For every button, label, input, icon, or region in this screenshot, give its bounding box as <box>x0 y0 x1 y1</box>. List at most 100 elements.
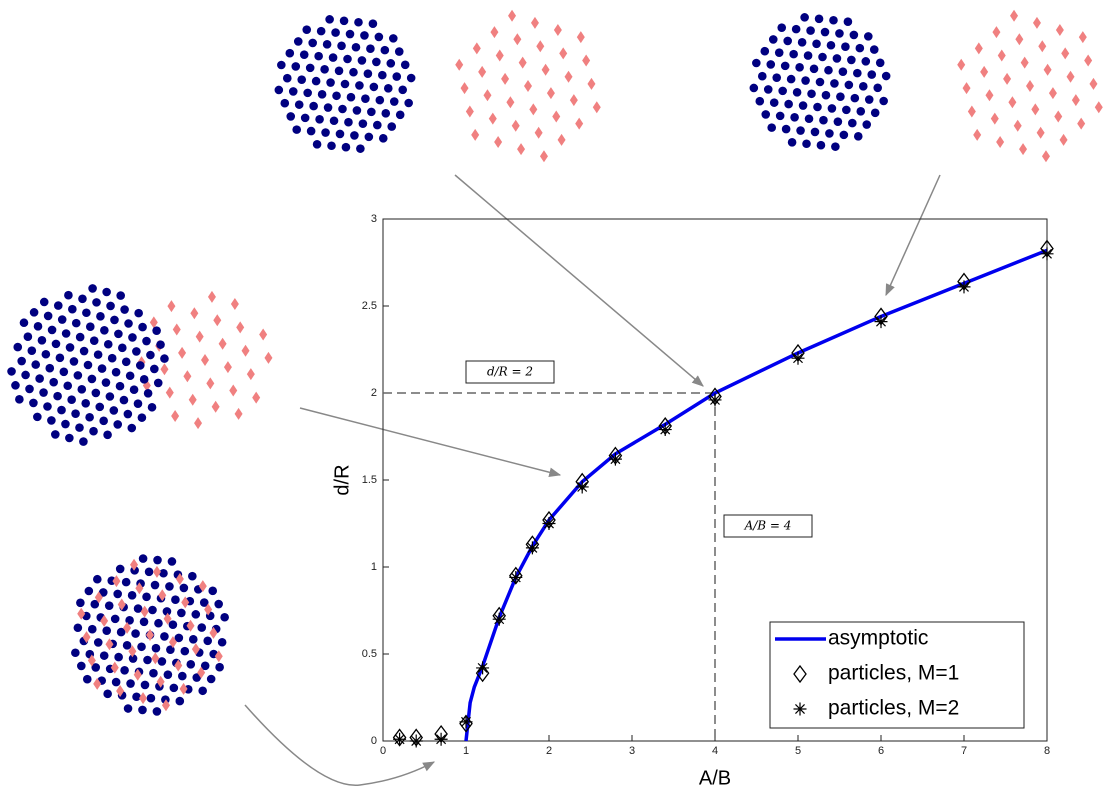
y-tick-label: 2.5 <box>362 300 377 312</box>
particle <box>13 343 22 352</box>
particle <box>65 434 74 443</box>
particle <box>43 402 52 411</box>
marker-asterisk <box>875 315 888 328</box>
particle <box>134 399 143 408</box>
particle <box>407 74 416 83</box>
particle <box>1060 134 1068 146</box>
particle <box>793 88 802 97</box>
particle <box>116 382 125 391</box>
particle <box>1015 33 1023 45</box>
page: A/B d/R 01234567800.511.522.53d/R = 2A/B… <box>0 0 1119 796</box>
particle <box>496 50 504 62</box>
particle <box>58 315 67 324</box>
particle <box>165 582 174 591</box>
particle <box>208 291 216 303</box>
particle <box>100 326 109 335</box>
particle <box>506 96 514 108</box>
particle <box>61 420 70 429</box>
particle <box>94 638 103 647</box>
particle <box>124 704 133 713</box>
particle <box>315 115 324 124</box>
particle <box>1067 71 1075 83</box>
marker-asterisk <box>659 423 672 436</box>
particle <box>512 120 520 132</box>
particle <box>307 127 316 136</box>
particle <box>344 118 353 127</box>
particle <box>816 78 825 87</box>
particle <box>824 66 833 75</box>
particle <box>112 678 121 687</box>
particle <box>138 706 147 715</box>
particle <box>346 30 355 39</box>
particle <box>110 316 119 325</box>
legend-label: particles, M=1 <box>828 662 959 685</box>
particle <box>78 294 87 303</box>
particle <box>817 141 826 150</box>
particle <box>366 44 375 53</box>
particle <box>178 672 187 681</box>
particle <box>317 27 326 36</box>
particle <box>62 329 71 338</box>
particle <box>47 416 56 425</box>
particle <box>297 75 306 84</box>
particle <box>864 32 873 41</box>
particle <box>867 70 876 79</box>
particle <box>235 408 243 420</box>
particle <box>985 89 993 101</box>
particle <box>105 601 114 610</box>
particle <box>71 648 80 657</box>
particle <box>364 69 373 78</box>
particle <box>151 581 160 590</box>
particle <box>750 84 759 93</box>
particle <box>214 600 223 609</box>
particle <box>1008 96 1016 108</box>
particle <box>792 25 801 34</box>
particle <box>80 347 89 356</box>
particle <box>517 143 525 155</box>
particle <box>306 64 315 73</box>
particle <box>128 333 137 342</box>
particle <box>289 87 298 96</box>
particle <box>140 617 149 626</box>
particle <box>784 100 793 109</box>
particle <box>593 101 601 113</box>
particle <box>799 101 808 110</box>
particle <box>806 26 815 35</box>
particle <box>1061 47 1069 59</box>
particle <box>811 128 820 137</box>
particle <box>775 48 784 57</box>
particle <box>390 97 399 106</box>
particle <box>29 399 38 408</box>
particle <box>834 117 843 126</box>
particle <box>996 136 1004 148</box>
particle <box>554 24 562 36</box>
particle <box>247 368 255 380</box>
particle <box>957 59 965 71</box>
particle <box>277 61 286 70</box>
particle <box>513 33 521 45</box>
particle <box>865 95 874 104</box>
particle <box>321 128 330 137</box>
particle <box>52 340 61 349</box>
particle <box>547 87 555 99</box>
particle <box>215 663 224 672</box>
particle <box>142 337 151 346</box>
particle <box>259 328 267 340</box>
particle <box>818 53 827 62</box>
particle <box>176 697 185 706</box>
particle <box>68 305 77 314</box>
particle <box>347 93 356 102</box>
particle <box>40 298 49 307</box>
particle <box>64 291 73 300</box>
particle <box>848 119 857 128</box>
particle <box>72 319 81 328</box>
particle <box>160 632 169 641</box>
particle <box>84 361 93 370</box>
particle <box>57 406 66 415</box>
y-tick-label: 3 <box>371 213 377 225</box>
particle <box>24 332 33 341</box>
particle <box>131 629 140 638</box>
particle <box>466 106 474 118</box>
particle <box>871 108 880 117</box>
particle <box>132 692 141 701</box>
